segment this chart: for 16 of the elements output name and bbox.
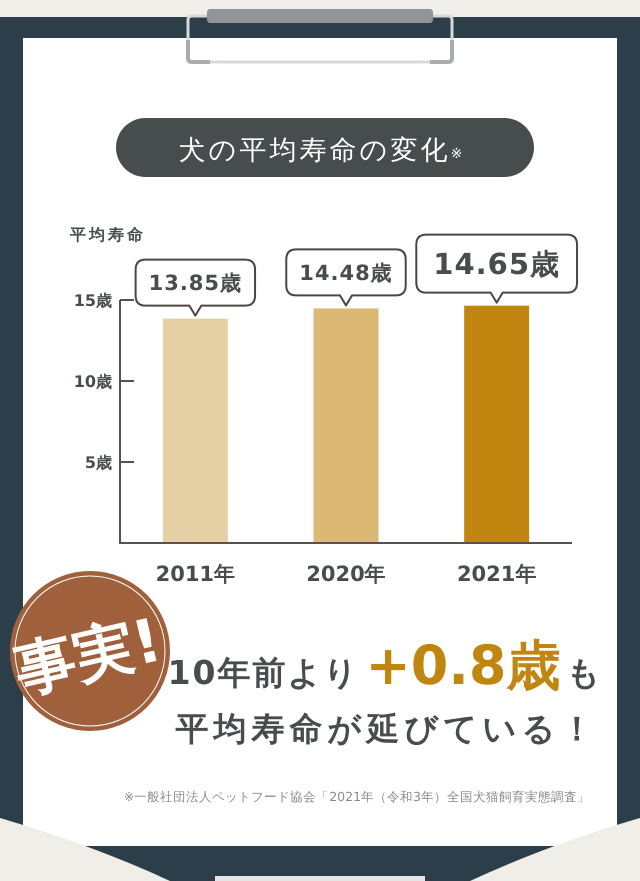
x-tick-label: 2020年 bbox=[306, 562, 386, 586]
data-label: 14.65歳 bbox=[433, 247, 560, 282]
text: ※一般社団法人ペットフード協会「2021年（令和3年）全国犬猫飼育実態調査」 bbox=[124, 789, 590, 804]
y-axis-title: 平均寿命 bbox=[69, 225, 146, 244]
x-tick-label: 2011年 bbox=[156, 562, 236, 586]
y-tick-label: 15歳 bbox=[74, 291, 112, 310]
data-label: 13.85歳 bbox=[148, 271, 242, 296]
text: 10年前より bbox=[168, 653, 360, 692]
text: +0.8歳 bbox=[366, 634, 560, 697]
y-tick-label: 5歳 bbox=[84, 453, 112, 472]
x-tick-label: 2021年 bbox=[456, 562, 536, 586]
data-label: 14.48歳 bbox=[299, 260, 393, 285]
text: 事実! bbox=[8, 605, 168, 707]
text: も bbox=[566, 653, 600, 692]
y-tick-label: 10歳 bbox=[74, 372, 112, 391]
text: 平均寿命が延びている！ bbox=[174, 709, 598, 748]
